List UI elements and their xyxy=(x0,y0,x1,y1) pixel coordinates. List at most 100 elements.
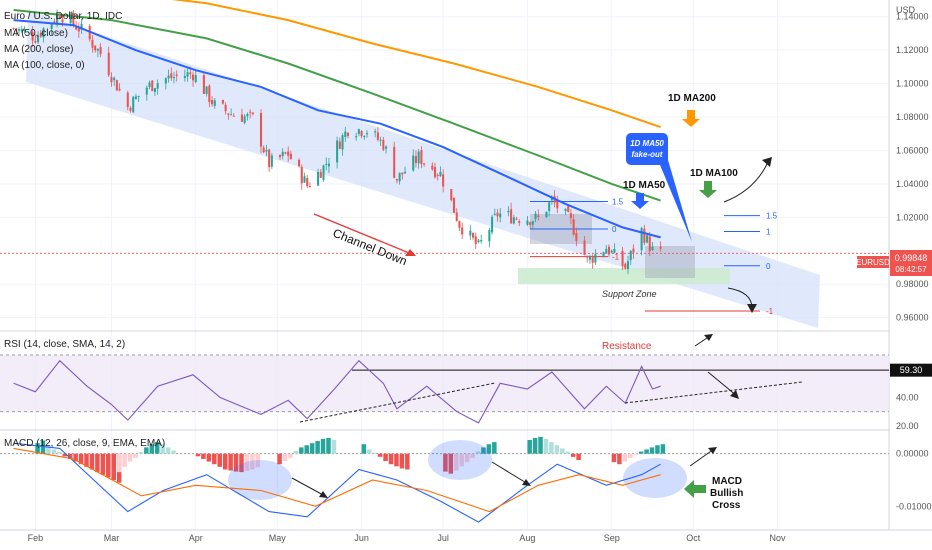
candle-body xyxy=(480,240,483,242)
macd-hist-bar xyxy=(538,436,543,454)
macd-hist-bar xyxy=(633,453,638,455)
legend: Euro / U.S. Dollar, 1D, IDC MA (50, clos… xyxy=(4,11,122,71)
macd-cross-label-1: MACD xyxy=(712,476,742,487)
candle-body xyxy=(346,132,350,137)
candle-body xyxy=(414,156,417,163)
candle-body xyxy=(289,153,292,160)
macd-panel: MACD Bullish Cross MACD (12, 26, close, … xyxy=(0,436,889,523)
candle-body xyxy=(404,171,407,174)
macd-hist-bar xyxy=(394,453,399,467)
macd-hist-bar xyxy=(576,453,581,460)
price-tick-label: 0.96000 xyxy=(896,313,929,323)
candle-body xyxy=(317,172,320,186)
fib-left-label: 0 xyxy=(612,225,617,234)
candle-body xyxy=(175,74,178,76)
macd-hist-bar xyxy=(255,453,261,468)
candle-body xyxy=(132,96,135,113)
macd-hist-bar xyxy=(144,447,149,454)
candle-body xyxy=(259,113,263,147)
macd-hist-bar xyxy=(399,453,405,469)
macd-hist-bar xyxy=(470,453,475,458)
ma50-annotation: 1D MA50 xyxy=(623,180,666,191)
rsi-support-trendline-1 xyxy=(299,382,496,423)
macd-hist-bar xyxy=(217,453,222,467)
candle-body xyxy=(20,29,23,32)
rsi-resistance-tag: 59.30 xyxy=(890,363,932,377)
candle-body xyxy=(300,166,303,184)
candle-body xyxy=(651,246,654,250)
candle-body xyxy=(594,254,597,263)
macd-hist-bar xyxy=(51,449,57,454)
macd-hist-bar xyxy=(361,444,367,454)
candle-body xyxy=(287,151,290,156)
macd-hist-bar xyxy=(106,453,111,478)
candle-body xyxy=(303,176,306,183)
macd-hist-bar xyxy=(212,453,217,465)
time-tick-label: May xyxy=(269,533,287,543)
candle-body xyxy=(607,246,611,255)
macd-hist-bar xyxy=(320,438,326,454)
candle-body xyxy=(461,227,464,235)
candle-body xyxy=(148,82,151,87)
support-zone xyxy=(518,268,730,284)
macd-hist-bar xyxy=(527,440,532,454)
candle-body xyxy=(605,248,608,254)
candle-body xyxy=(626,261,630,269)
macd-hist-bar xyxy=(443,453,448,472)
legend-ma100: MA (100, close, 0) xyxy=(4,60,85,71)
macd-hist-bar xyxy=(67,453,73,459)
candle-body xyxy=(431,165,434,170)
candle-body xyxy=(355,136,358,138)
macd-hist-bar xyxy=(160,444,165,454)
time-tick-label: Jul xyxy=(437,533,449,543)
candle-body xyxy=(327,163,330,167)
macd-arrow-2-head xyxy=(522,479,531,486)
price-axis: 1.14000 1.12000 1.10000 1.08000 1.06000 1.040… xyxy=(896,12,929,323)
candle-body xyxy=(156,83,159,89)
macd-hist-bar xyxy=(73,453,78,462)
macd-hist-bar xyxy=(388,453,394,465)
candle-body xyxy=(646,235,649,243)
candle-body xyxy=(227,113,230,115)
candle-body xyxy=(167,75,170,79)
candle-body xyxy=(613,248,616,253)
candle-body xyxy=(526,220,529,225)
macd-hist-bar xyxy=(448,453,454,474)
candle-body xyxy=(488,229,491,242)
candle-body xyxy=(393,146,396,178)
macd-arrow-1-head xyxy=(319,491,328,498)
candle-body xyxy=(572,219,575,235)
macd-hist-bar xyxy=(475,451,481,454)
candle-body xyxy=(34,40,37,43)
macd-hist-bar xyxy=(532,437,538,454)
range-box-september xyxy=(645,246,695,278)
time-tick-label: Oct xyxy=(686,533,701,543)
macd-hist-bar xyxy=(201,453,206,459)
candle-body xyxy=(545,211,548,218)
macd-hist-bar xyxy=(78,453,84,465)
fib-left-label: 1.5 xyxy=(612,197,624,206)
price-badge-value: 0.99848 xyxy=(895,253,928,263)
candle-body xyxy=(50,23,53,30)
price-tick-label: 1.12000 xyxy=(896,45,929,55)
rsi-tick-label: 20.00 xyxy=(896,421,919,431)
macd-hist-bar xyxy=(377,453,383,457)
candle-body xyxy=(37,35,40,43)
candle-body xyxy=(308,186,311,188)
candle-body xyxy=(357,129,360,134)
candle-body xyxy=(499,213,502,218)
candle-body xyxy=(110,76,113,83)
candle-body xyxy=(420,150,423,165)
candle-body xyxy=(586,256,589,258)
candle-body xyxy=(183,75,186,79)
candle-body xyxy=(151,80,154,91)
candle-body xyxy=(412,155,415,171)
candle-body xyxy=(232,115,235,117)
price-tick-label: 1.10000 xyxy=(896,79,929,89)
candle-body xyxy=(153,88,156,92)
candle-body xyxy=(610,250,613,253)
candle-body xyxy=(583,240,586,255)
candle-body xyxy=(221,100,224,104)
macd-hist-bar xyxy=(326,437,331,454)
